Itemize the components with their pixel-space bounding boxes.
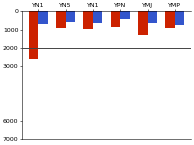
Bar (165, 11, 175, 28)
Bar (38, 11, 48, 24)
Bar (175, 11, 184, 25)
Bar (93, 11, 102, 23)
Bar (138, 11, 147, 35)
Bar (83, 11, 93, 29)
Bar (29, 11, 38, 59)
Bar (66, 11, 75, 22)
Bar (147, 11, 157, 23)
Bar (111, 11, 120, 27)
Bar (56, 11, 66, 28)
Bar (120, 11, 130, 19)
